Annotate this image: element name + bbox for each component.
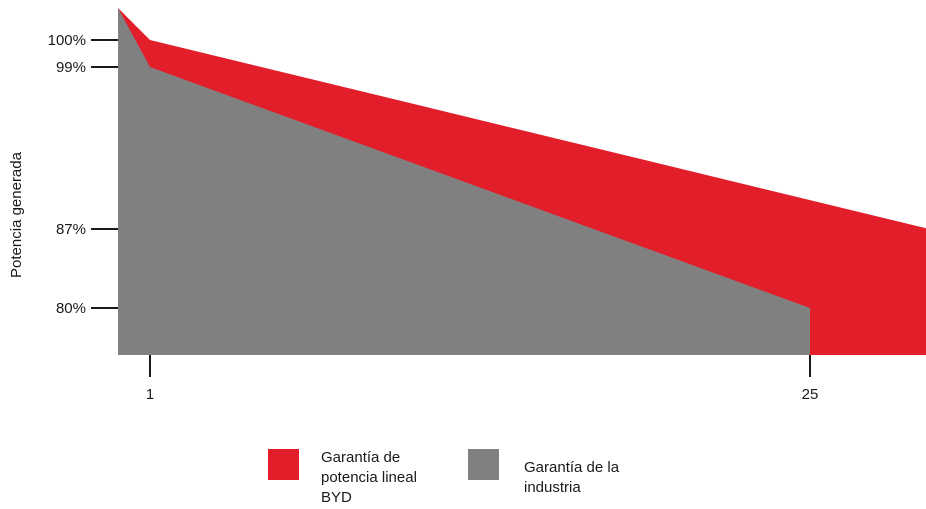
y-tick-label: 87% [56, 221, 86, 238]
chart-areas [118, 8, 926, 355]
y-axis-title: Potencia generada [8, 151, 25, 278]
legend-label-line: potencia lineal [321, 469, 417, 486]
legend-item-byd: Garantía de potencia lineal BYD [268, 449, 417, 506]
chart-axes: 80%87%99%100%12530 [48, 32, 819, 403]
legend-item-industry: Garantía de la industria [468, 449, 620, 496]
legend-label-line: BYD [321, 489, 352, 506]
x-tick-label: 25 [802, 386, 819, 403]
area-industry-warranty [118, 8, 810, 355]
legend-label-line: industria [524, 479, 581, 496]
legend-label-line: Garantía de [321, 449, 400, 466]
legend-label-line: Garantía de la [524, 459, 620, 476]
legend-swatch [468, 449, 499, 480]
legend-swatch [268, 449, 299, 480]
y-tick-label: 80% [56, 300, 86, 317]
y-tick-label: 100% [48, 32, 86, 49]
x-tick-label: 1 [146, 386, 154, 403]
y-tick-label: 99% [56, 59, 86, 76]
